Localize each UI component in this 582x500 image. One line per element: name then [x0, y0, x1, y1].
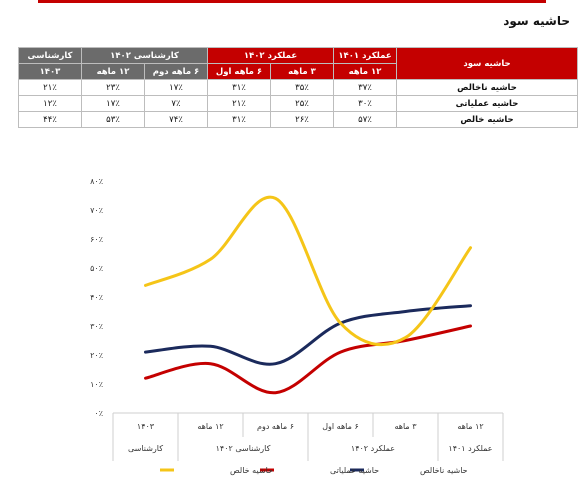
series-line-3	[144, 195, 472, 347]
y-tick-label: ۲۰٪	[90, 351, 103, 360]
table-cell: ۳۵٪	[270, 79, 334, 96]
table-cell: ۳۱٪	[207, 79, 271, 96]
series-line-1	[144, 304, 472, 366]
table-cell: ۳۱٪	[207, 111, 271, 128]
y-tick-label: ۰٪	[94, 409, 103, 418]
y-tick-label: ۵۰٪	[90, 264, 103, 273]
group-header: عملکرد ۱۴۰۲	[207, 47, 334, 64]
y-tick-label: ۷۰٪	[90, 206, 103, 215]
table-cell: ۲۱٪	[18, 79, 82, 96]
group-header: کارشناسی ۱۴۰۲	[81, 47, 208, 64]
table-row: حاشیه خالص ۵۷٪ ۲۶٪ ۳۱٪ ۷۴٪ ۵۳٪ ۴۴٪	[18, 111, 578, 128]
table-cell: ۵۳٪	[81, 111, 145, 128]
table-row-header: حاشیه سود	[396, 47, 578, 80]
table-cell: ۵۷٪	[333, 111, 397, 128]
period-header: ۱۴۰۳	[18, 63, 82, 80]
row-label: حاشیه عملیاتی	[396, 95, 578, 112]
x-tick-label: ۶ ماهه دوم	[257, 422, 294, 431]
top-accent-bar	[38, 0, 546, 3]
period-header: ۳ ماهه	[270, 63, 334, 80]
y-tick-label: ۳۰٪	[90, 322, 103, 331]
margin-table: حاشیه سود عملکرد ۱۴۰۱ عملکرد ۱۴۰۲ کارشنا…	[18, 47, 578, 128]
table-cell: ۲۶٪	[270, 111, 334, 128]
table-group-header-row: حاشیه سود عملکرد ۱۴۰۱ عملکرد ۱۴۰۲ کارشنا…	[18, 47, 578, 80]
period-header: ۶ ماهه اول	[207, 63, 271, 80]
x-group-label: کارشناسی ۱۴۰۲	[216, 444, 271, 453]
x-tick-label: ۱۲ ماهه	[457, 422, 483, 431]
x-group-label: عملکرد ۱۴۰۱	[448, 444, 492, 453]
legend-label: حاشیه خالص	[230, 466, 273, 475]
table-cell: ۷٪	[144, 95, 208, 112]
y-tick-label: ۱۰٪	[90, 380, 103, 389]
y-tick-label: ۶۰٪	[90, 235, 103, 244]
table-cell: ۳۷٪	[333, 79, 397, 96]
series-line-2	[144, 324, 472, 395]
x-group-label: عملکرد ۱۴۰۲	[351, 444, 395, 453]
x-group-label: کارشناسی	[128, 444, 163, 453]
table-cell: ۱۷٪	[144, 79, 208, 96]
row-label: حاشیه خالص	[396, 111, 578, 128]
legend-label: حاشیه ناخالص	[420, 466, 468, 475]
x-tick-label: ۳ ماهه	[394, 422, 417, 431]
table-cell: ۳۰٪	[333, 95, 397, 112]
group-header: کارشناسی	[18, 47, 82, 64]
table-cell: ۲۱٪	[207, 95, 271, 112]
table-cell: ۱۷٪	[81, 95, 145, 112]
table-cell: ۱۲٪	[18, 95, 82, 112]
table-row: حاشیه عملیاتی ۳۰٪ ۲۵٪ ۲۱٪ ۷٪ ۱۷٪ ۱۲٪	[18, 95, 578, 112]
x-tick-label: ۱۲ ماهه	[197, 422, 223, 431]
margin-line-chart: ۰٪ ۱۰٪ ۲۰٪ ۳۰٪ ۴۰٪ ۵۰٪ ۶۰٪ ۷۰٪ ۸۰٪ ۱۲ ماهه ۳ ماهه ۶…	[90, 177, 504, 475]
legend-label: حاشیه عملیاتی	[330, 466, 379, 475]
row-label: حاشیه ناخالص	[396, 79, 578, 96]
period-header: ۶ ماهه دوم	[144, 63, 208, 80]
y-tick-label: ۸۰٪	[90, 177, 103, 186]
table-cell: ۲۳٪	[81, 79, 145, 96]
x-tick-label: ۱۴۰۳	[137, 422, 155, 431]
table-period-header-row: ۱۲ ماهه ۳ ماهه ۶ ماهه اول ۶ ماهه دوم ۱۲ …	[18, 63, 578, 80]
period-header: ۱۲ ماهه	[81, 63, 145, 80]
table-cell: ۷۴٪	[144, 111, 208, 128]
x-tick-label: ۶ ماهه اول	[322, 422, 359, 431]
table-row: حاشیه ناخالص ۳۷٪ ۳۵٪ ۳۱٪ ۱۷٪ ۲۳٪ ۲۱٪	[18, 79, 578, 96]
group-header: عملکرد ۱۴۰۱	[333, 47, 397, 64]
period-header: ۱۲ ماهه	[333, 63, 397, 80]
page-title: حاشیه سود	[503, 14, 570, 28]
y-tick-label: ۴۰٪	[90, 293, 103, 302]
table-cell: ۲۵٪	[270, 95, 334, 112]
table-cell: ۴۴٪	[18, 111, 82, 128]
